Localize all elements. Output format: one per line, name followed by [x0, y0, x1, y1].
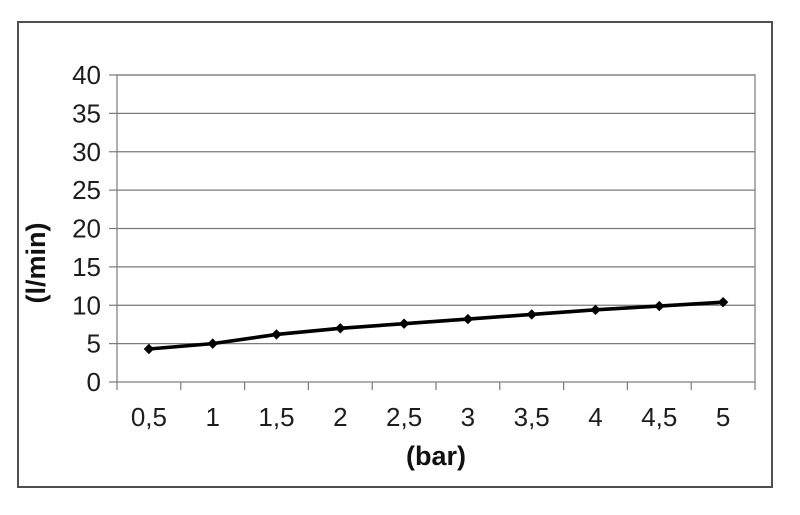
- y-tick-label: 30: [72, 137, 101, 167]
- flow-vs-pressure-chart: 0 5 10 15 20 25 30 35 40 0,5 1 1,5 2 2,5 3 3,5 4 4,5 5 (ba…: [21, 60, 756, 471]
- gridlines: [117, 74, 755, 345]
- x-tick-label: 1,5: [258, 402, 294, 432]
- data-point-marker: [143, 343, 155, 355]
- x-tick-label: 3,5: [514, 402, 550, 432]
- axes: [109, 74, 756, 390]
- y-tick-label: 25: [72, 175, 101, 205]
- y-tick-label: 35: [72, 98, 101, 128]
- y-axis-title: (l/min): [21, 223, 51, 304]
- chart-figure: 0 5 10 15 20 25 30 35 40 0,5 1 1,5 2 2,5 3 3,5 4 4,5 5 (ba…: [17, 21, 773, 488]
- y-tick-label: 10: [72, 290, 101, 320]
- y-tick-label: 5: [87, 329, 101, 359]
- y-tick-label: 0: [87, 367, 101, 397]
- x-tick-label: 3: [461, 402, 475, 432]
- data-series-line: [147, 300, 725, 351]
- tick-labels: 0 5 10 15 20 25 30 35 40 0,5 1 1,5 2 2,5 3 3,5 4 4,5 5: [72, 60, 730, 432]
- y-tick-label: 20: [72, 214, 101, 244]
- data-point-marker: [462, 313, 474, 325]
- data-point-marker: [398, 318, 410, 329]
- data-point-marker: [335, 323, 346, 334]
- x-tick-label: 1: [205, 402, 219, 432]
- data-point-marker: [590, 304, 601, 316]
- y-tick-label: 15: [72, 252, 101, 282]
- x-tick-label: 4: [588, 402, 602, 432]
- x-axis-title: (bar): [406, 441, 466, 471]
- x-tick-label: 0,5: [131, 402, 167, 432]
- x-tick-label: 2,5: [386, 402, 422, 432]
- data-point-marker: [717, 296, 729, 308]
- data-point-marker: [207, 338, 218, 349]
- y-tick-label: 40: [72, 60, 101, 90]
- data-point-marker: [271, 329, 282, 340]
- data-point-marker: [526, 309, 537, 320]
- x-tick-label: 5: [716, 402, 730, 432]
- x-tick-label: 2: [333, 402, 347, 432]
- data-point-marker: [654, 300, 665, 312]
- x-tick-label: 4,5: [641, 402, 677, 432]
